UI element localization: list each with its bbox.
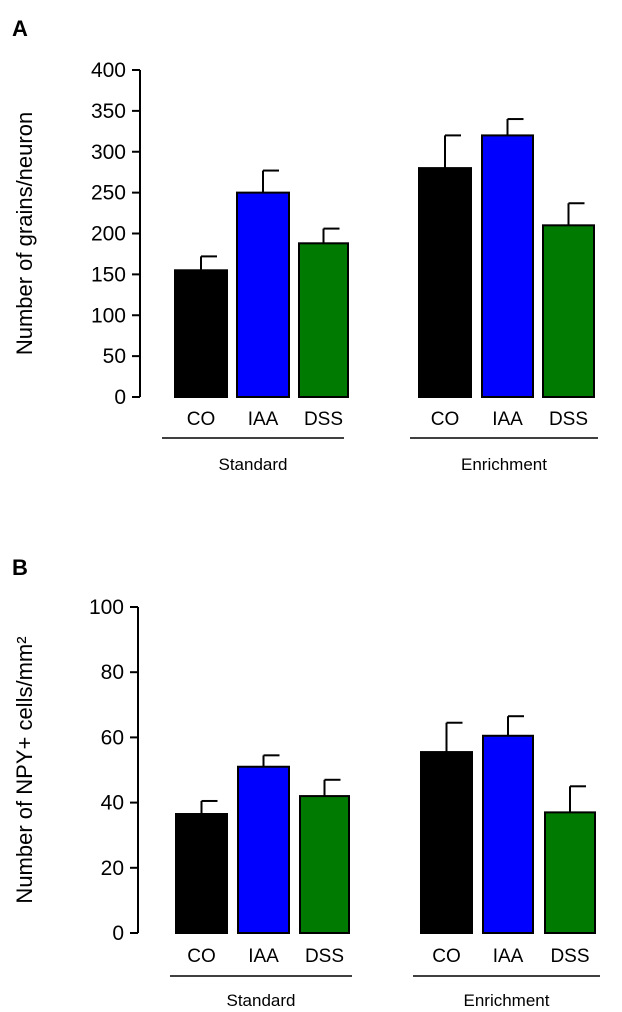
bar-standard-co [175,813,228,935]
category-label: DSS [305,946,344,967]
bar-enrichment-iaa [482,734,534,935]
y-tick-label: 50 [103,345,126,368]
bar-enrichment-dss [544,811,596,935]
category-label: CO [187,409,216,430]
group-label-enrichment: Enrichment [461,455,547,474]
category-label: CO [432,946,461,967]
y-tick-label: 300 [91,141,126,164]
y-tick-label: 80 [101,661,124,684]
group-label-standard: Standard [227,991,296,1010]
y-axis-label: Number of grains/neuron [12,112,37,355]
bar-enrichment-iaa [481,134,534,398]
category-label: DSS [549,409,588,430]
y-axis-label: Number of NPY+ cells/mm² [12,636,37,903]
y-tick-label: 60 [101,726,124,749]
category-label: IAA [493,946,524,967]
bar-standard-iaa [236,191,290,398]
panel-b-chart: 0 20 40 60 80 100 Number of NPY+ cells/mm² CO IA… [12,596,600,1010]
bar-standard-co [174,269,228,399]
panel-a-chart: 0 50 100 150 200 250 300 350 400 Number of grains… [12,59,598,474]
y-tick-label: 200 [91,223,126,246]
y-tick-label: 400 [91,59,126,82]
panel-a-letter: A [12,16,28,41]
category-label: IAA [492,409,523,430]
panel-b-letter: B [12,555,28,580]
bar-enrichment-co [420,751,473,934]
y-tick-label: 40 [101,792,124,815]
bar-standard-iaa [237,765,290,934]
category-label: CO [431,409,460,430]
y-tick-label: 100 [91,304,126,327]
y-tick-label: 0 [112,922,124,945]
bar-enrichment-dss [542,224,595,398]
group-label-standard: Standard [219,455,288,474]
category-label: CO [187,946,216,967]
y-tick-label: 20 [101,857,124,880]
category-label: IAA [248,946,279,967]
category-label: DSS [304,409,343,430]
bar-standard-dss [298,242,349,398]
group-label-enrichment: Enrichment [464,991,550,1010]
y-tick-label: 150 [91,263,126,286]
y-tick-label: 0 [114,386,126,409]
category-label: IAA [248,409,279,430]
bar-standard-dss [299,795,350,935]
y-tick-label: 100 [89,596,124,619]
category-label: DSS [550,946,589,967]
y-tick-label: 350 [91,100,126,123]
bar-enrichment-co [418,167,472,398]
y-tick-label: 250 [91,182,126,205]
